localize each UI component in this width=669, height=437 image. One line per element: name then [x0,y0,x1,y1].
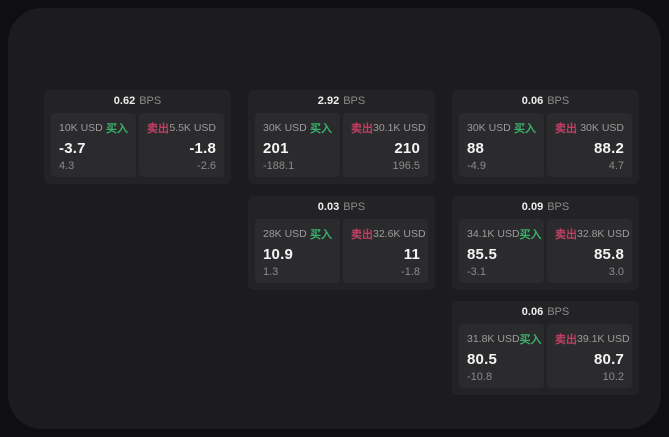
buy-tile[interactable]: 10K USD 买入 -3.7 4.3 [51,113,136,177]
buy-side-label: 买入 [106,123,128,135]
sell-price: -1.8 [189,139,216,157]
sell-side-label: 卖出 [555,334,577,346]
sell-price: 210 [394,139,420,157]
buy-delta: 4.3 [59,160,75,172]
spread-value: 0.62 [113,95,136,107]
spread-unit-label: BPS [547,95,570,107]
sell-notional: 30.1K USD [373,122,426,134]
quote-card-6: 0.06 BPS 31.8K USD 买入 80.5 -10.8 卖出 39.1… [452,301,639,395]
sell-delta: -1.8 [401,266,420,278]
buy-tile[interactable]: 31.8K USD 买入 80.5 -10.8 [459,324,544,388]
sell-tile[interactable]: 卖出 30.1K USD 210 196.5 [343,113,428,177]
spread-unit-label: BPS [343,95,366,107]
buy-side-label: 买入 [310,229,332,241]
buy-side-label: 买入 [519,229,542,241]
buy-delta: -4.9 [467,160,486,172]
sell-price: 11 [403,245,420,263]
quote-card-4: 0.03 BPS 28K USD 买入 10.9 1.3 卖出 32.6K US… [248,196,435,290]
sell-side-label: 卖出 [351,123,373,135]
buy-notional: 34.1K USD [467,228,520,240]
sell-delta: 196.5 [392,160,420,172]
sell-price: 80.7 [594,350,624,368]
buy-price: 10.9 [263,245,293,263]
sell-tile[interactable]: 卖出 5.5K USD -1.8 -2.6 [139,113,224,177]
sell-notional: 32.8K USD [577,228,630,240]
spread-header: 2.92 BPS [248,90,435,113]
quote-card-3: 0.06 BPS 30K USD 买入 88 -4.9 卖出 30K USD [452,90,639,184]
spread-header: 0.62 BPS [44,90,231,113]
sell-tile[interactable]: 卖出 32.6K USD 11 -1.8 [343,219,428,283]
spread-header: 0.06 BPS [452,301,639,324]
quote-card-5: 0.09 BPS 34.1K USD 买入 85.5 -3.1 卖出 32.8K… [452,196,639,290]
spread-header: 0.06 BPS [452,90,639,113]
sell-side-label: 卖出 [351,229,373,241]
sell-price: 85.8 [594,245,624,263]
buy-notional: 31.8K USD [467,333,520,345]
buy-side-label: 买入 [310,123,332,135]
buy-side-label: 买入 [514,123,536,135]
sell-price: 88.2 [594,139,624,157]
buy-price: 80.5 [467,350,497,368]
buy-notional: 30K USD [467,122,511,134]
buy-delta: -10.8 [467,371,493,383]
spread-value: 0.06 [521,306,544,318]
buy-delta: -3.1 [467,266,486,278]
sell-side-label: 卖出 [555,229,577,241]
spread-unit-label: BPS [547,306,570,318]
buy-price: -3.7 [59,139,86,157]
buy-price: 85.5 [467,245,497,263]
sell-delta: 4.7 [608,160,624,172]
sell-notional: 32.6K USD [373,228,426,240]
buy-price: 201 [263,139,289,157]
spread-header: 0.09 BPS [452,196,639,219]
buy-tile[interactable]: 28K USD 买入 10.9 1.3 [255,219,340,283]
buy-notional: 28K USD [263,228,307,240]
sell-tile[interactable]: 卖出 32.8K USD 85.8 3.0 [547,219,632,283]
sell-notional: 5.5K USD [169,122,216,134]
main-panel: 0.62 BPS 10K USD 买入 -3.7 4.3 卖出 5.5K USD [8,8,661,429]
sell-tile[interactable]: 卖出 39.1K USD 80.7 10.2 [547,324,632,388]
sell-delta: -2.6 [197,160,216,172]
sell-side-label: 卖出 [147,123,169,135]
sell-tile[interactable]: 卖出 30K USD 88.2 4.7 [547,113,632,177]
sell-side-label: 卖出 [555,123,577,135]
buy-tile[interactable]: 30K USD 买入 88 -4.9 [459,113,544,177]
buy-side-label: 买入 [519,334,542,346]
sell-delta: 10.2 [602,371,624,383]
quote-card-1: 0.62 BPS 10K USD 买入 -3.7 4.3 卖出 5.5K USD [44,90,231,184]
buy-notional: 10K USD [59,122,103,134]
spread-unit-label: BPS [547,201,570,213]
buy-price: 88 [467,139,485,157]
sell-delta: 3.0 [608,266,624,278]
spread-header: 0.03 BPS [248,196,435,219]
buy-delta: 1.3 [263,266,279,278]
buy-delta: -188.1 [263,160,295,172]
spread-value: 0.09 [521,201,544,213]
spread-value: 0.03 [317,201,340,213]
buy-tile[interactable]: 30K USD 买入 201 -188.1 [255,113,340,177]
quote-card-2: 2.92 BPS 30K USD 买入 201 -188.1 卖出 30.1K … [248,90,435,184]
spread-value: 2.92 [317,95,340,107]
spread-value: 0.06 [521,95,544,107]
spread-unit-label: BPS [343,201,366,213]
spread-unit-label: BPS [139,95,162,107]
sell-notional: 30K USD [580,122,624,134]
buy-tile[interactable]: 34.1K USD 买入 85.5 -3.1 [459,219,544,283]
buy-notional: 30K USD [263,122,307,134]
sell-notional: 39.1K USD [577,333,630,345]
